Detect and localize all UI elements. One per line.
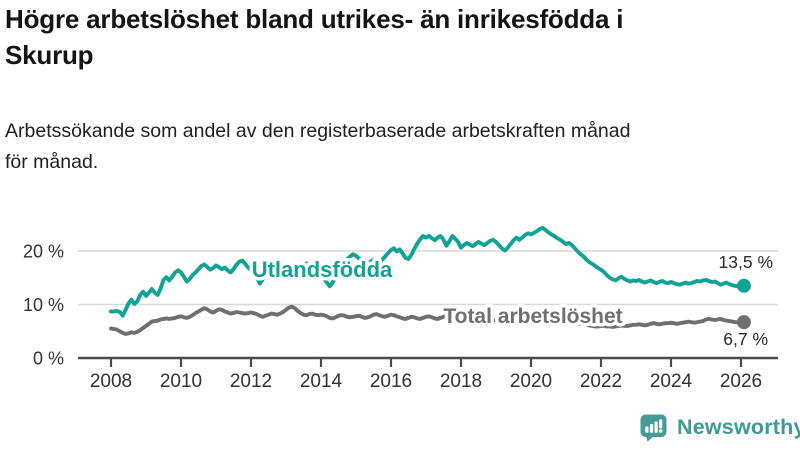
x-tick-label: 2022 [580,371,622,392]
series-end-dot-total-arbetsl-shet [736,315,751,330]
brand-name: Newsworthy [677,414,800,439]
x-tick-label: 2026 [720,371,762,392]
x-tick-label: 2008 [90,371,132,392]
x-tick-label: 2014 [300,371,343,392]
series-end-dot-utlandsf-dda [736,278,751,293]
x-tick-label: 2018 [440,371,482,392]
y-tick-label: 0 % [33,349,64,369]
series-label-utlandsf-dda: Utlandsfödda [252,257,393,282]
x-tick-label: 2020 [510,371,552,392]
x-tick-label: 2016 [370,371,412,392]
series-end-label-utlandsf-dda: 13,5 % [719,252,773,272]
page-title: Högre arbetslöshet bland utrikes- än inr… [5,4,624,70]
newsworthy-logo[interactable]: Newsworthy [639,412,800,442]
x-tick-label: 2010 [160,371,202,392]
x-tick-label: 2012 [230,371,272,392]
series-line-utlandsf-dda [109,226,746,318]
series-label-total-arbetsl-shet: Total arbetslöshet [443,305,622,328]
series-end-label-total-arbetsl-shet: 6,7 % [723,329,768,349]
y-tick-label: 10 % [23,295,64,315]
chart-subtitle: Arbetssökande som andel av den registerb… [5,120,631,174]
newsworthy-bubble-chart-icon [640,414,667,442]
x-tick-label: 2024 [650,371,693,392]
series-line-total-arbetsl-shet [109,304,746,336]
y-tick-label: 20 % [23,242,64,262]
